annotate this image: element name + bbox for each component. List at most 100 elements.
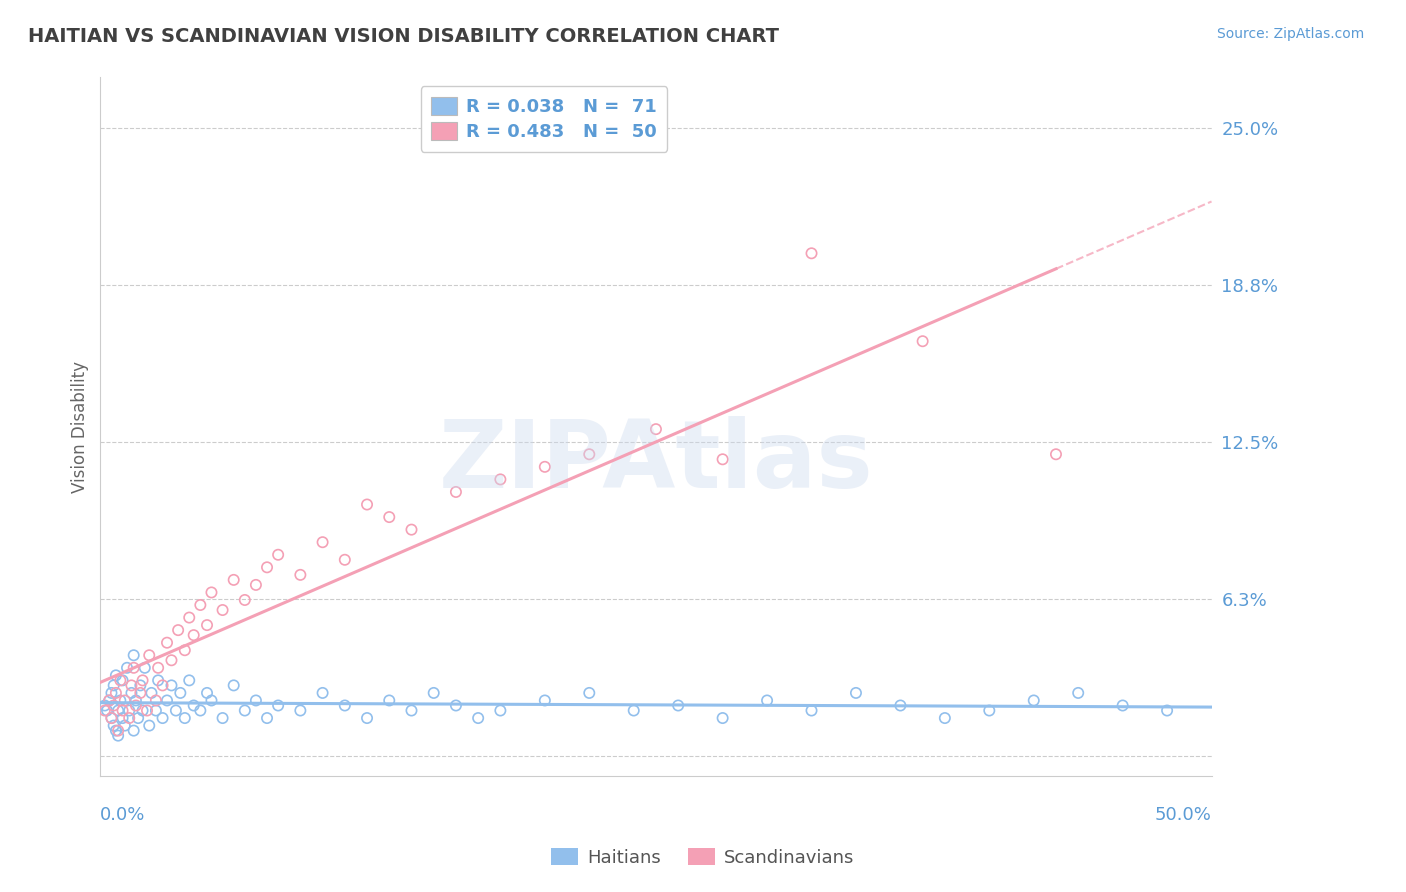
Point [444,698,467,713]
Point [160,678,183,692]
Point [800,704,823,718]
Point [103,678,125,692]
Point [104,686,127,700]
Point [195,618,218,632]
Point [222,678,245,692]
Point [356,711,378,725]
Point [889,698,911,713]
Point [211,603,233,617]
Point [152,678,174,692]
Point [165,704,187,718]
Point [173,711,195,725]
Point [489,704,512,718]
Point [111,704,134,718]
Point [122,723,145,738]
Point [378,693,401,707]
Point [378,510,401,524]
Point [245,578,267,592]
Point [98,693,121,707]
Point [623,704,645,718]
Point [107,723,129,738]
Point [845,686,868,700]
Point [145,704,167,718]
Point [136,704,159,718]
Point [94,704,117,718]
Point [100,711,122,725]
Point [179,673,201,688]
Point [401,523,423,537]
Point [129,678,152,692]
Point [534,693,557,707]
Point [104,723,127,738]
Point [1022,693,1045,707]
Point [290,704,312,718]
Point [103,698,125,713]
Point [134,661,156,675]
Point [127,711,149,725]
Point [256,711,278,725]
Point [578,447,600,461]
Text: HAITIAN VS SCANDINAVIAN VISION DISABILITY CORRELATION CHART: HAITIAN VS SCANDINAVIAN VISION DISABILIT… [28,27,779,45]
Point [145,693,167,707]
Point [160,653,183,667]
Point [534,459,557,474]
Point [233,704,256,718]
Point [578,686,600,700]
Point [183,698,205,713]
Point [1045,447,1067,461]
Point [96,704,118,718]
Point [138,648,160,663]
Point [110,673,132,688]
Point [125,698,148,713]
Point [152,711,174,725]
Point [333,553,356,567]
Point [173,643,195,657]
Y-axis label: Vision Disability: Vision Disability [72,360,89,492]
Point [114,718,136,732]
Point [121,686,143,700]
Point [711,452,734,467]
Point [979,704,1001,718]
Point [756,693,779,707]
Point [100,711,122,725]
Point [711,711,734,725]
Point [118,704,141,718]
Point [233,593,256,607]
Legend: R = 0.038   N =  71, R = 0.483   N =  50: R = 0.038 N = 71, R = 0.483 N = 50 [420,87,668,152]
Point [169,686,191,700]
Point [110,693,132,707]
Point [98,693,121,707]
Point [195,686,218,700]
Point [356,498,378,512]
Point [200,585,222,599]
Point [125,693,148,707]
Point [666,698,689,713]
Point [131,673,153,688]
Point [311,686,333,700]
Point [311,535,333,549]
Point [131,704,153,718]
Point [111,711,134,725]
Point [114,693,136,707]
Point [156,693,179,707]
Point [104,668,127,682]
Point [167,623,190,637]
Point [121,678,143,692]
Text: Source: ZipAtlas.com: Source: ZipAtlas.com [1216,27,1364,41]
Point [401,704,423,718]
Legend: Haitians, Scandinavians: Haitians, Scandinavians [544,841,862,874]
Text: ZIPAtlas: ZIPAtlas [439,416,873,508]
Point [115,661,138,675]
Point [183,628,205,642]
Point [245,693,267,707]
Point [122,661,145,675]
Point [1067,686,1090,700]
Point [146,661,169,675]
Point [179,610,201,624]
Point [222,573,245,587]
Point [290,567,312,582]
Point [1111,698,1133,713]
Point [267,548,290,562]
Point [118,711,141,725]
Point [444,485,467,500]
